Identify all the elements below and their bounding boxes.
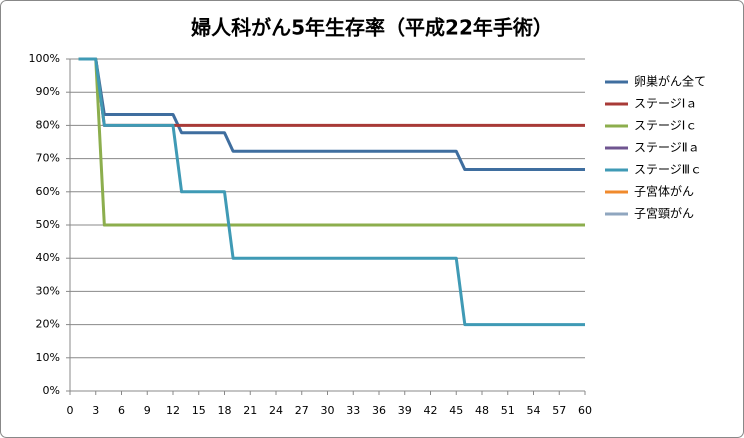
legend-label: 子宮頸がん	[634, 206, 694, 221]
x-tick-label: 9	[144, 404, 151, 417]
x-tick-label: 51	[501, 404, 515, 417]
x-tick-label: 42	[424, 404, 438, 417]
y-tick-label: 30%	[36, 284, 60, 297]
x-tick-label: 3	[92, 404, 99, 417]
y-tick-label: 90%	[36, 85, 60, 98]
x-tick-label: 27	[295, 404, 309, 417]
x-tick-label: 0	[67, 404, 74, 417]
y-tick-label: 0%	[43, 384, 60, 397]
y-tick-label: 80%	[36, 118, 60, 131]
x-tick-label: 33	[346, 404, 360, 417]
legend-label: ステージⅠｃ	[634, 119, 697, 133]
x-tick-label: 6	[118, 404, 125, 417]
x-tick-label: 48	[475, 404, 489, 417]
x-tick-label: 24	[269, 404, 283, 417]
x-tick-label: 30	[321, 404, 335, 417]
x-tick-label: 57	[552, 404, 566, 417]
y-tick-label: 50%	[36, 218, 60, 231]
y-tick-label: 20%	[36, 318, 60, 331]
y-tick-label: 70%	[36, 152, 60, 165]
legend-label: ステージⅠａ	[634, 97, 697, 111]
chart-title: 婦人科がん5年生存率（平成22年手術）	[190, 16, 553, 40]
legend-label: 卵巣がん全て	[634, 74, 706, 89]
x-tick-label: 60	[578, 404, 592, 417]
x-tick-label: 18	[218, 404, 232, 417]
x-tick-label: 12	[166, 404, 180, 417]
x-tick-label: 36	[372, 404, 386, 417]
y-tick-label: 40%	[36, 251, 60, 264]
legend-label: 子宮体がん	[634, 184, 694, 199]
x-tick-label: 21	[243, 404, 257, 417]
x-tick-label: 15	[192, 404, 206, 417]
legend-label: ステージⅢｃ	[634, 163, 702, 177]
x-tick-label: 45	[449, 404, 463, 417]
series-line	[78, 57, 585, 327]
x-tick-label: 54	[527, 404, 541, 417]
x-tick-label: 39	[398, 404, 412, 417]
y-tick-label: 10%	[36, 351, 60, 364]
y-tick-label: 100%	[29, 52, 60, 65]
y-tick-label: 60%	[36, 185, 60, 198]
legend-label: ステージⅡａ	[634, 141, 700, 155]
